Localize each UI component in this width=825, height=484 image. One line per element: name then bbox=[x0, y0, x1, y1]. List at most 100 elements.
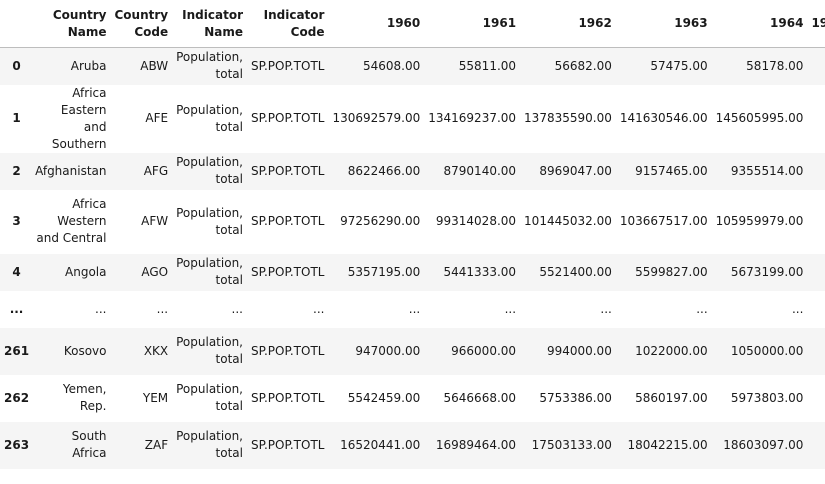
header-index bbox=[0, 0, 34, 48]
cell-1963: ... bbox=[696, 301, 708, 316]
row-index: 262 bbox=[4, 390, 30, 405]
cell-country-code: ... bbox=[156, 301, 169, 316]
cell-country-code: AFW bbox=[141, 214, 169, 228]
dataframe-table: Country Name Country Code Indicator Name… bbox=[0, 0, 825, 469]
cell-1962: 994000.00 bbox=[546, 343, 612, 358]
header-1962: 1962 bbox=[522, 0, 618, 48]
table-body: 0 Aruba ABW Population, total SP.POP.TOT… bbox=[0, 47, 825, 469]
cell-1961: 8790140.00 bbox=[443, 163, 517, 178]
cell-1964: 105959979.00 bbox=[715, 214, 804, 228]
cell-1960: ... bbox=[408, 301, 421, 316]
cell-1963: 5599827.00 bbox=[635, 264, 708, 279]
cell-country-code: YEM bbox=[142, 390, 169, 405]
cell-1960: 947000.00 bbox=[355, 343, 421, 358]
row-index: 3 bbox=[12, 214, 21, 228]
cell-1965: 1 bbox=[809, 422, 825, 469]
header-1964: 1964 bbox=[713, 0, 810, 48]
cell-indicator-code: SP.POP.TOTL bbox=[251, 264, 325, 279]
cell-indicator-code: SP.POP.TOTL bbox=[251, 437, 325, 452]
header-1960: 1960 bbox=[330, 0, 427, 48]
cell-1960: 16520441.00 bbox=[340, 437, 421, 452]
cell-country-code: XKX bbox=[143, 343, 169, 358]
cell-1961: 966000.00 bbox=[451, 343, 517, 358]
cell-1964: 58178.00 bbox=[746, 58, 804, 73]
table-row: 4 Angola AGO Population, total SP.POP.TO… bbox=[0, 253, 825, 291]
cell-1961: 55811.00 bbox=[458, 58, 517, 73]
row-index: 4 bbox=[12, 264, 21, 279]
cell-1962: 8969047.00 bbox=[539, 163, 612, 178]
cell-country-name: Kosovo bbox=[63, 343, 107, 358]
cell-1963: 103667517.00 bbox=[619, 214, 708, 228]
cell-1963: 18042215.00 bbox=[627, 437, 708, 452]
cell-1961: 5441333.00 bbox=[443, 264, 517, 279]
cell-1964: 145605995.00 bbox=[715, 111, 804, 125]
cell-indicator-name: ... bbox=[231, 301, 243, 316]
cell-1962: ... bbox=[600, 301, 612, 316]
cell-indicator-name: Population, total bbox=[176, 429, 243, 460]
row-index: 2 bbox=[12, 163, 21, 178]
cell-1963: 57475.00 bbox=[650, 58, 708, 73]
cell-1961: 134169237.00 bbox=[428, 111, 517, 125]
cell-indicator-code: SP.POP.TOTL bbox=[251, 343, 325, 358]
header-country-name: Country Name bbox=[33, 0, 113, 48]
cell-1963: 5860197.00 bbox=[635, 390, 708, 405]
cell-1965 bbox=[809, 153, 825, 190]
row-index: ... bbox=[9, 301, 24, 316]
cell-1964: 18603097.00 bbox=[723, 437, 804, 452]
cell-1962: 5753386.00 bbox=[539, 390, 612, 405]
cell-country-name: Yemen, Rep. bbox=[62, 382, 107, 413]
cell-1964: 5673199.00 bbox=[730, 264, 804, 279]
cell-1961: 5646668.00 bbox=[443, 390, 517, 405]
cell-country-name: Afghanistan bbox=[35, 163, 107, 178]
cell-country-name: Africa Eastern and Southern bbox=[51, 85, 107, 151]
cell-1963: 1022000.00 bbox=[635, 343, 708, 358]
table-row: 1 Africa Eastern and Southern AFE Popula… bbox=[0, 84, 825, 153]
cell-country-name: Aruba bbox=[70, 58, 107, 73]
header-1965: 1965 bbox=[809, 0, 825, 48]
cell-1960: 54608.00 bbox=[362, 58, 421, 73]
cell-indicator-name: Population, total bbox=[176, 256, 243, 287]
cell-1960: 5542459.00 bbox=[347, 390, 421, 405]
cell-indicator-code: SP.POP.TOTL bbox=[251, 163, 325, 178]
table-row: 261 Kosovo XKX Population, total SP.POP.… bbox=[0, 327, 825, 375]
table-header: Country Name Country Code Indicator Name… bbox=[0, 0, 825, 48]
cell-country-code: ABW bbox=[140, 58, 169, 73]
cell-1963: 141630546.00 bbox=[619, 111, 708, 125]
cell-indicator-name: Population, total bbox=[176, 50, 243, 82]
cell-1964: 9355514.00 bbox=[730, 163, 804, 178]
cell-1962: 5521400.00 bbox=[539, 264, 612, 279]
cell-country-code: ZAF bbox=[144, 437, 169, 452]
row-index: 0 bbox=[12, 58, 21, 73]
cell-1962: 56682.00 bbox=[554, 58, 612, 73]
row-index: 263 bbox=[4, 437, 30, 452]
cell-1960: 97256290.00 bbox=[340, 214, 421, 228]
cell-country-name: Angola bbox=[65, 264, 107, 279]
cell-1961: 16989464.00 bbox=[435, 437, 517, 452]
cell-country-name: Africa Western and Central bbox=[36, 197, 107, 245]
cell-country-name: South Africa bbox=[71, 429, 107, 460]
header-1963: 1963 bbox=[617, 0, 714, 48]
table-row: 2 Afghanistan AFG Population, total SP.P… bbox=[0, 152, 825, 190]
cell-1965: 1( bbox=[809, 190, 825, 254]
table-row: 0 Aruba ABW Population, total SP.POP.TOT… bbox=[0, 47, 825, 85]
header-indicator-name: Indicator Name bbox=[174, 0, 249, 48]
cell-indicator-code: SP.POP.TOTL bbox=[251, 111, 325, 125]
cell-1961: 99314028.00 bbox=[435, 214, 517, 228]
cell-1962: 137835590.00 bbox=[524, 111, 612, 125]
header-country-code: Country Code bbox=[112, 0, 175, 48]
cell-indicator-code: SP.POP.TOTL bbox=[251, 214, 325, 228]
cell-indicator-name: Population, total bbox=[176, 102, 243, 134]
header-row: Country Name Country Code Indicator Name… bbox=[0, 0, 825, 48]
cell-1965 bbox=[809, 291, 825, 328]
cell-country-code: AGO bbox=[141, 264, 169, 279]
ellipsis-row: ... ... ... ... ... ... ... ... ... ... bbox=[0, 290, 825, 328]
cell-1961: ... bbox=[504, 301, 517, 316]
table-row: 263 South Africa ZAF Population, total S… bbox=[0, 421, 825, 469]
cell-1962: 17503133.00 bbox=[531, 437, 612, 452]
cell-1960: 5357195.00 bbox=[347, 264, 421, 279]
row-index: 1 bbox=[12, 111, 21, 125]
cell-country-code: AFE bbox=[145, 111, 169, 125]
cell-indicator-code: SP.POP.TOTL bbox=[251, 58, 325, 73]
cell-indicator-name: Population, total bbox=[176, 205, 243, 237]
